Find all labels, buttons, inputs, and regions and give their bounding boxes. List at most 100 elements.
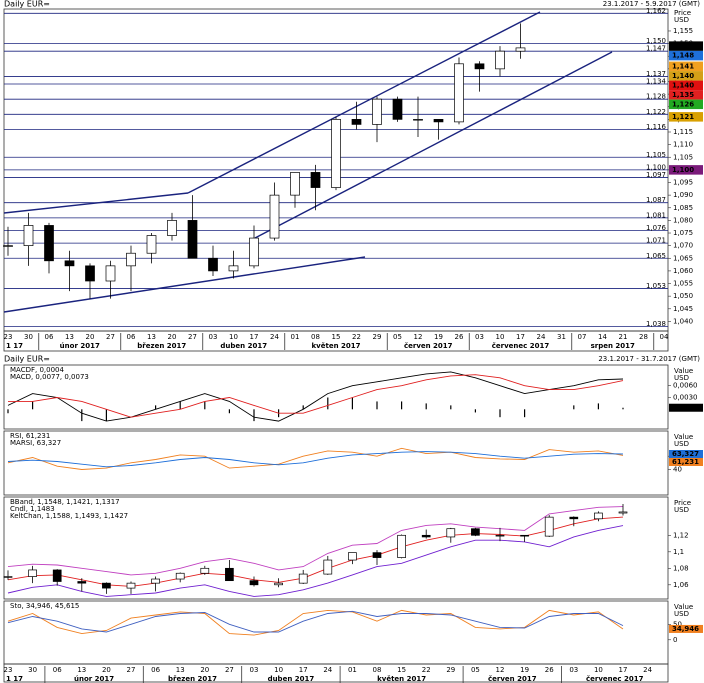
x-tick-label: 29: [373, 333, 382, 341]
chart-title: Daily EUR=: [4, 0, 50, 9]
price-badge-label: 1,121: [672, 113, 694, 121]
x-tick-label: 30: [24, 333, 33, 341]
rsi-panel: [3, 430, 669, 496]
candle-body: [126, 582, 136, 589]
candle-body: [175, 572, 185, 580]
month-label: srpen 2017: [591, 342, 635, 350]
x-tick-label: 19: [520, 666, 529, 674]
price-badge-label: 1,148: [672, 52, 694, 60]
x-tick-label: 20: [168, 333, 177, 341]
x-tick-label: 17: [299, 666, 308, 674]
indicator-line: [7, 371, 624, 422]
price-badge: [669, 450, 703, 459]
x-tick-label: 30: [28, 666, 37, 674]
y-tick-label: 1,090: [673, 191, 693, 199]
price-badge-label: 1,100: [672, 166, 694, 174]
y-axis-label: USD: [674, 506, 689, 514]
legend-entry: MARSI, 63,327: [10, 439, 61, 447]
x-tick-label: 15: [397, 666, 406, 674]
x-tick-label: 06: [53, 666, 62, 674]
candle-body: [446, 528, 456, 538]
candle-body: [433, 119, 444, 123]
month-label: únor 2017: [60, 342, 100, 350]
y-tick-label: 1,155: [673, 27, 693, 35]
y-tick-label: 40: [673, 465, 682, 473]
x-tick-label: 06: [127, 333, 136, 341]
month-label: březen 2017: [168, 675, 217, 683]
x-tick-label: 23: [4, 666, 13, 674]
x-tick-label: 24: [323, 666, 332, 674]
y-tick-label: 1,085: [673, 204, 693, 212]
x-tick-label: 03: [475, 333, 484, 341]
y-tick-label: 1,08: [673, 564, 689, 572]
candle-body: [310, 172, 321, 188]
x-tick-label: 10: [594, 666, 603, 674]
price-badge: [669, 61, 703, 72]
price-badge-label: 1,126: [672, 100, 694, 108]
price-badge-label: 1,140: [672, 72, 694, 80]
y-tick-label: 1,12: [673, 531, 689, 539]
candle-body: [208, 257, 218, 272]
month-label: březen 2017: [137, 342, 186, 350]
price-badge: [669, 624, 703, 633]
candle-body: [23, 225, 34, 246]
price-badge: [669, 50, 703, 61]
month-label: duben 2017: [268, 675, 315, 683]
x-tick-label: 17: [516, 333, 525, 341]
price-badge: [669, 403, 703, 412]
x-tick-label: 13: [176, 666, 185, 674]
candle-body: [323, 559, 333, 575]
x-tick-label: 05: [471, 666, 480, 674]
candle-body: [274, 582, 283, 586]
y-tick-label: 1,050: [673, 292, 693, 300]
x-tick-label: 29: [446, 666, 455, 674]
candle-body: [225, 567, 234, 582]
month-label: 1 17: [6, 675, 23, 683]
price-badge: [669, 458, 703, 467]
y-axis-label: USD: [674, 610, 689, 618]
indicator-line: [7, 451, 624, 468]
legend-entry: MACDF, 0,0004: [10, 366, 64, 374]
candle-body: [249, 580, 259, 586]
price-badge-label: 34,946: [672, 625, 699, 633]
y-axis-label: Value: [674, 367, 693, 375]
y-axis-label: USD: [674, 374, 689, 382]
candle-body: [85, 265, 95, 282]
candle-body: [228, 265, 239, 272]
candle-body: [520, 534, 529, 537]
x-tick-label: 08: [373, 666, 382, 674]
x-tick-label: 24: [270, 333, 279, 341]
indicator-line: [7, 447, 624, 470]
x-tick-label: 17: [619, 666, 628, 674]
y-tick-label: 1,040: [673, 317, 693, 325]
candle-body: [495, 534, 505, 537]
candle-body: [351, 119, 362, 125]
x-tick-label: 01: [291, 333, 300, 341]
candle-body: [167, 220, 177, 236]
y-tick-label: 0,0030: [673, 394, 698, 402]
x-tick-label: 10: [496, 333, 505, 341]
candle-body: [44, 225, 54, 262]
x-tick-label: 15: [332, 333, 341, 341]
candle-body: [64, 260, 75, 267]
price-badge-label: 0,0004: [672, 404, 699, 412]
level-label: 1,162: [646, 7, 666, 15]
x-tick-label: 17: [250, 333, 259, 341]
level-label: 1,134: [646, 78, 667, 86]
candle-body: [594, 512, 603, 520]
chart-subtitle: 23.1.2017 - 5.9.2017 (GMT): [603, 0, 700, 8]
x-tick-label: 05: [393, 333, 402, 341]
x-tick-label: 21: [619, 333, 628, 341]
x-tick-label: 03: [209, 333, 218, 341]
candle-body: [474, 63, 485, 70]
candle-body: [290, 172, 300, 196]
x-tick-label: 23: [4, 333, 13, 341]
x-tick-label: 26: [455, 333, 464, 341]
lower-subtitle: 23.1.2017 - 31.7.2017 (GMT): [598, 355, 700, 363]
y-tick-label: 1,06: [673, 581, 689, 589]
candle-body: [269, 194, 280, 239]
x-tick-label: 27: [225, 666, 234, 674]
y-axis-label: Price: [674, 9, 691, 17]
y-axis-label: Value: [674, 433, 693, 441]
